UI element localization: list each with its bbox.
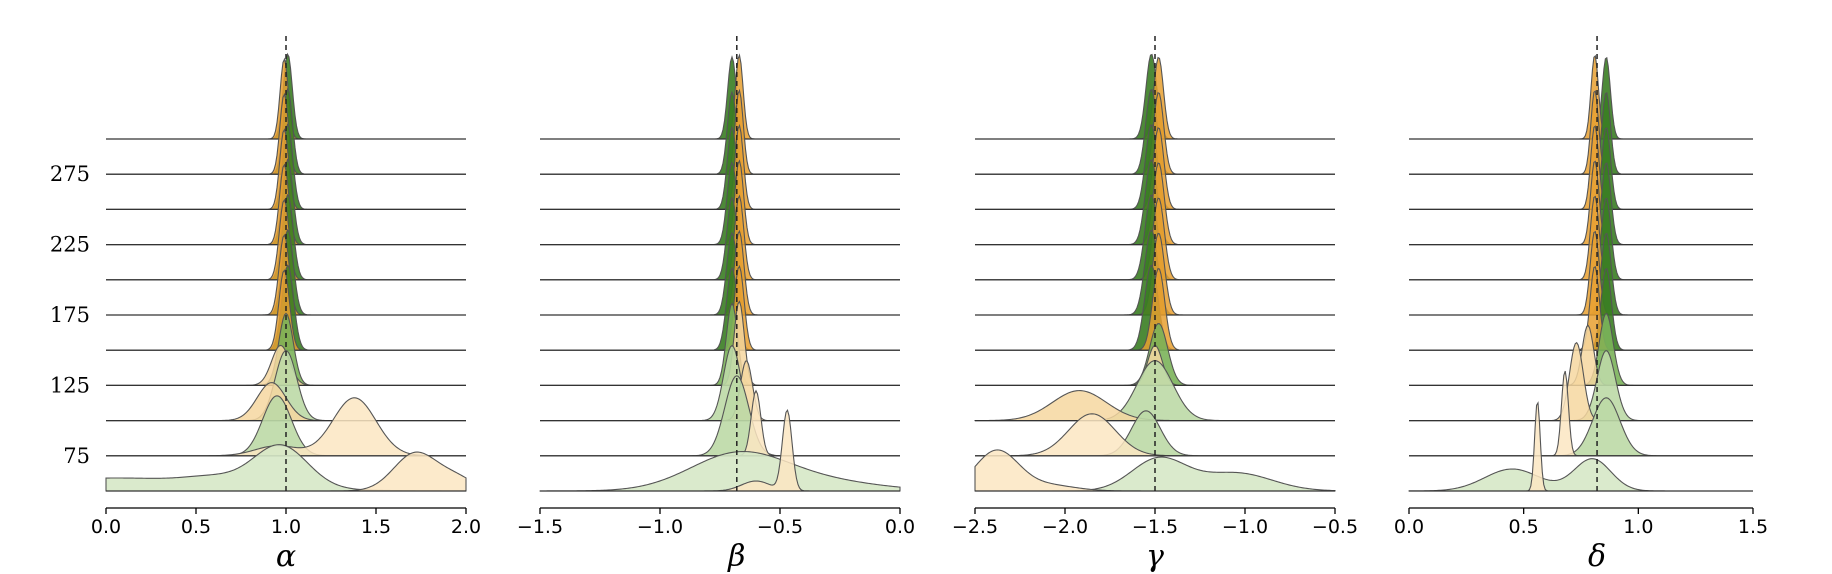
ridge-row bbox=[540, 123, 900, 210]
green-density bbox=[1409, 267, 1753, 351]
x-tick-label: 0.5 bbox=[181, 516, 211, 538]
ridge-row bbox=[1409, 90, 1753, 175]
x-tick-label: −1.5 bbox=[1132, 516, 1178, 538]
x-tick-label: −0.5 bbox=[757, 516, 803, 538]
ridge-row bbox=[540, 53, 900, 140]
green-density bbox=[1409, 127, 1753, 210]
x-axis-title: δ bbox=[1588, 539, 1606, 574]
y-tick-label: 125 bbox=[50, 373, 90, 397]
ridge-row bbox=[540, 159, 900, 246]
ridge-row bbox=[1409, 195, 1753, 281]
panel-1: 0.0 0.5 1.0 1.5 2.0 α bbox=[91, 36, 481, 574]
ridge-row bbox=[540, 229, 900, 316]
x-tick-label: 0.0 bbox=[1394, 516, 1424, 538]
green-density bbox=[1409, 56, 1753, 140]
x-tick-label: 0.5 bbox=[1509, 516, 1539, 538]
orange-density bbox=[540, 88, 900, 175]
x-tick-label: 1.0 bbox=[1623, 516, 1653, 538]
green-density bbox=[539, 450, 901, 492]
x-axis-title: γ bbox=[1146, 539, 1164, 574]
x-tick-label: 1.5 bbox=[1738, 516, 1768, 538]
green-density bbox=[1408, 458, 1753, 492]
x-tick-label: −1.0 bbox=[1222, 516, 1268, 538]
ridge-row bbox=[1409, 160, 1753, 246]
x-tick-label: 0.0 bbox=[885, 516, 915, 538]
green-density bbox=[1409, 197, 1753, 281]
green-density bbox=[540, 125, 900, 210]
y-tick-label: 275 bbox=[50, 162, 90, 186]
x-axis-title: β bbox=[727, 539, 745, 574]
ridge-row bbox=[1409, 370, 1753, 457]
ridge-row bbox=[540, 88, 900, 175]
ridge-row bbox=[1409, 230, 1753, 316]
x-axis-title: α bbox=[276, 539, 296, 574]
green-density bbox=[1409, 232, 1753, 316]
ridge-row bbox=[1408, 401, 1753, 492]
y-tick-label: 75 bbox=[63, 444, 90, 468]
panels: 0.0 0.5 1.0 1.5 2.0 α −1.5 −1.0 −0.5 0.0 β −2.5 −2.0… bbox=[91, 36, 1768, 574]
x-tick-label: −2.5 bbox=[952, 516, 998, 538]
green-density bbox=[540, 90, 900, 175]
x-tick-label: −1.0 bbox=[637, 516, 683, 538]
panel-4: 0.0 0.5 1.0 1.5 δ bbox=[1394, 36, 1768, 574]
ridge-row bbox=[540, 300, 900, 386]
orange-density bbox=[1409, 90, 1753, 175]
x-tick-label: 2.0 bbox=[451, 516, 481, 538]
orange-density bbox=[540, 53, 900, 140]
x-tick-label: −2.0 bbox=[1042, 516, 1088, 538]
ridge-row bbox=[539, 408, 901, 492]
y-tick-label: 225 bbox=[50, 233, 90, 257]
green-density bbox=[540, 161, 900, 246]
ridge-row bbox=[105, 444, 467, 492]
y-tick-label: 175 bbox=[50, 303, 90, 327]
panel-3: −2.5 −2.0 −1.5 −1.0 −0.5 γ bbox=[952, 36, 1358, 574]
ridge-row bbox=[1409, 125, 1753, 210]
green-density bbox=[540, 196, 900, 281]
x-tick-label: 1.0 bbox=[271, 516, 301, 538]
x-tick-label: −1.5 bbox=[517, 516, 563, 538]
orange-density bbox=[1409, 54, 1753, 140]
x-tick-label: 0.0 bbox=[91, 516, 121, 538]
ridge-row bbox=[1409, 341, 1753, 422]
y-axis-labels: 275 225 175 125 75 bbox=[50, 162, 90, 468]
panel-2: −1.5 −1.0 −0.5 0.0 β bbox=[517, 36, 915, 574]
green-density bbox=[540, 55, 900, 140]
green-density bbox=[1409, 162, 1753, 246]
ridge-row bbox=[1409, 54, 1753, 140]
ridge-row bbox=[540, 194, 900, 281]
ridge-row bbox=[540, 265, 900, 351]
ridge-row bbox=[540, 344, 900, 422]
x-tick-label: 1.5 bbox=[361, 516, 391, 538]
green-density bbox=[1409, 92, 1753, 175]
x-tick-label: −0.5 bbox=[1312, 516, 1358, 538]
